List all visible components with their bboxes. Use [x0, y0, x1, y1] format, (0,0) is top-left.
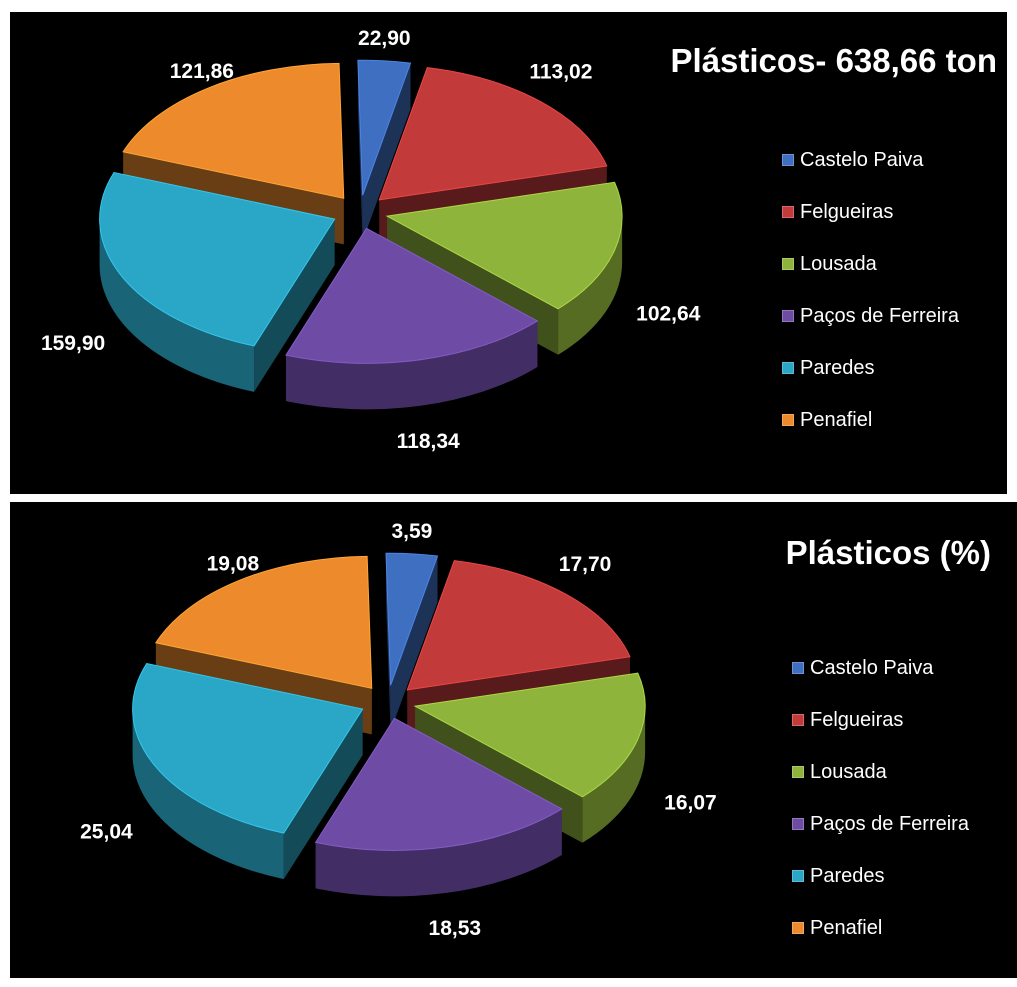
legend-swatch-castelo-paiva: [782, 154, 794, 166]
legend-item-penafiel: Penafiel: [782, 394, 959, 446]
pie-slice-wall: [254, 219, 335, 392]
legend-label: Lousada: [810, 760, 887, 783]
legend-item-felgueiras: Felgueiras: [782, 186, 959, 238]
pie-slice-side: [558, 216, 623, 355]
pie-slice-pacos-de-ferreira: [314, 717, 563, 897]
legend-label: Penafiel: [800, 408, 873, 431]
chart-legend: Castelo Paiva Felgueiras Lousada Paços d…: [792, 642, 969, 954]
legend-label: Lousada: [800, 252, 877, 275]
legend-item-paredes: Paredes: [792, 850, 969, 902]
legend-label: Paços de Ferreira: [800, 304, 959, 327]
legend-swatch-lousada: [782, 258, 794, 270]
legend-swatch-penafiel: [782, 414, 794, 426]
pie-slice-top: [155, 555, 373, 689]
legend-item-pacos-de-ferreira: Paços de Ferreira: [792, 798, 969, 850]
legend-swatch-felgueiras: [792, 714, 804, 726]
pie-chart: 3,59 17,70 16,07 18,53 25,04 19,08: [80, 520, 717, 940]
legend-label: Felgueiras: [810, 708, 904, 731]
legend-swatch-castelo-paiva: [792, 662, 804, 674]
pie-slice-paredes: [132, 662, 364, 880]
data-label-lousada: 102,64: [636, 302, 701, 325]
data-label-felgueiras: 17,70: [559, 553, 612, 576]
pie-slice-castelo-paiva: [357, 59, 412, 242]
legend-label: Paços de Ferreira: [810, 812, 969, 835]
chart-title: Plásticos (%): [785, 534, 991, 571]
data-label-paredes: 25,04: [80, 821, 133, 844]
legend-label: Paredes: [810, 864, 885, 887]
legend-swatch-pacos-de-ferreira: [782, 310, 794, 322]
legend-swatch-pacos-de-ferreira: [792, 818, 804, 830]
legend-label: Castelo Paiva: [810, 656, 934, 679]
legend-label: Penafiel: [810, 916, 883, 939]
legend-label: Felgueiras: [800, 200, 894, 223]
pie-slice-side: [315, 808, 562, 897]
pie-slice-top: [406, 560, 631, 691]
legend-item-castelo-paiva: Castelo Paiva: [792, 642, 969, 694]
chart-legend: Castelo Paiva Felgueiras Lousada Paços d…: [782, 134, 959, 446]
data-label-penafiel: 19,08: [207, 553, 260, 576]
pie-slice-wall: [283, 709, 363, 880]
data-label-pacos-de-ferreira: 18,53: [429, 917, 482, 940]
legend-label: Paredes: [800, 356, 875, 379]
pie-slice-side: [132, 709, 284, 880]
legend-item-lousada: Lousada: [782, 238, 959, 290]
legend-item-penafiel: Penafiel: [792, 902, 969, 954]
legend-item-castelo-paiva: Castelo Paiva: [782, 134, 959, 186]
pie-slice-paredes: [99, 171, 336, 392]
pie-slice-top: [378, 67, 608, 201]
pie-slice-wall: [362, 63, 411, 242]
data-label-castelo-paiva: 3,59: [391, 520, 432, 543]
legend-label: Castelo Paiva: [800, 148, 924, 171]
pie-slice-top: [385, 552, 439, 686]
legend-item-felgueiras: Felgueiras: [792, 694, 969, 746]
data-label-felgueiras: 113,02: [529, 60, 592, 83]
pie-slice-castelo-paiva: [385, 552, 439, 732]
pie-slice-top: [99, 171, 336, 347]
pie-slice-top: [413, 672, 646, 798]
pie-slice-side: [285, 320, 538, 410]
pie-slice-top: [385, 181, 623, 310]
pie-chart: 22,90 113,02 102,64 118,34 159,90 121,86: [41, 27, 701, 453]
legend-item-pacos-de-ferreira: Paços de Ferreira: [782, 290, 959, 342]
pie-slice-top: [122, 62, 345, 199]
chart-panel-plasticos-percent: 3,59 17,70 16,07 18,53 25,04 19,08 Plásticos …: [10, 502, 1017, 978]
pie-slice-wall: [390, 556, 438, 732]
pie-slice-top: [132, 662, 364, 834]
pie-slice-side: [582, 706, 646, 843]
chart-title: Plásticos- 638,66 ton: [670, 42, 997, 79]
legend-item-paredes: Paredes: [782, 342, 959, 394]
data-label-castelo-paiva: 22,90: [358, 27, 411, 50]
legend-swatch-penafiel: [792, 922, 804, 934]
legend-swatch-paredes: [782, 362, 794, 374]
data-label-penafiel: 121,86: [170, 60, 234, 83]
chart-panel-plasticos-ton: 22,90 113,02 102,64 118,34 159,90 121,86 Plás…: [10, 12, 1007, 494]
legend-swatch-felgueiras: [782, 206, 794, 218]
pie-slice-top: [357, 59, 412, 196]
data-label-pacos-de-ferreira: 118,34: [397, 430, 460, 453]
pie-slice-side: [99, 219, 255, 392]
pie-slice-top: [285, 227, 539, 364]
data-label-lousada: 16,07: [664, 792, 717, 815]
pie-slice-pacos-de-ferreira: [285, 227, 539, 410]
legend-swatch-paredes: [792, 870, 804, 882]
legend-swatch-lousada: [792, 766, 804, 778]
legend-item-lousada: Lousada: [792, 746, 969, 798]
pie-slice-top: [314, 717, 563, 851]
data-label-paredes: 159,90: [41, 332, 105, 355]
